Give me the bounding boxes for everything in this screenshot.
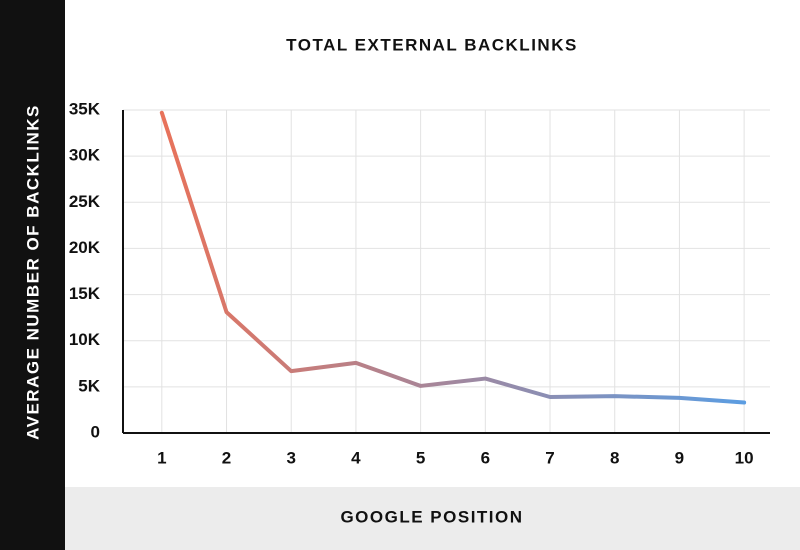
y-tick-label: 15K bbox=[69, 284, 101, 303]
y-tick-label: 10K bbox=[69, 330, 101, 349]
x-tick-label: 8 bbox=[610, 448, 619, 467]
y-label-band bbox=[0, 0, 65, 550]
line bbox=[159, 110, 747, 405]
y-tick-label: 0 bbox=[91, 422, 100, 441]
x-tick-label: 9 bbox=[675, 448, 684, 467]
y-tick-label: 20K bbox=[69, 238, 101, 257]
x-tick-label: 4 bbox=[351, 448, 361, 467]
x-tick-label: 6 bbox=[481, 448, 490, 467]
y-tick-label: 5K bbox=[78, 376, 100, 395]
y-tick-label: 35K bbox=[69, 99, 101, 118]
x-axis-label: GOOGLE POSITION bbox=[340, 507, 523, 526]
x-label-band bbox=[65, 487, 800, 550]
x-tick-label: 7 bbox=[545, 448, 554, 467]
x-tick-label: 3 bbox=[286, 448, 295, 467]
chart-title: TOTAL EXTERNAL BACKLINKS bbox=[286, 35, 578, 54]
x-tick-label: 5 bbox=[416, 448, 425, 467]
x-tick-label: 1 bbox=[157, 448, 166, 467]
y-axis-label: AVERAGE NUMBER OF BACKLINKS bbox=[23, 104, 42, 440]
y-tick-label: 30K bbox=[69, 146, 101, 165]
x-tick-label: 10 bbox=[735, 448, 754, 467]
x-tick-label: 2 bbox=[222, 448, 231, 467]
y-tick-label: 25K bbox=[69, 192, 101, 211]
